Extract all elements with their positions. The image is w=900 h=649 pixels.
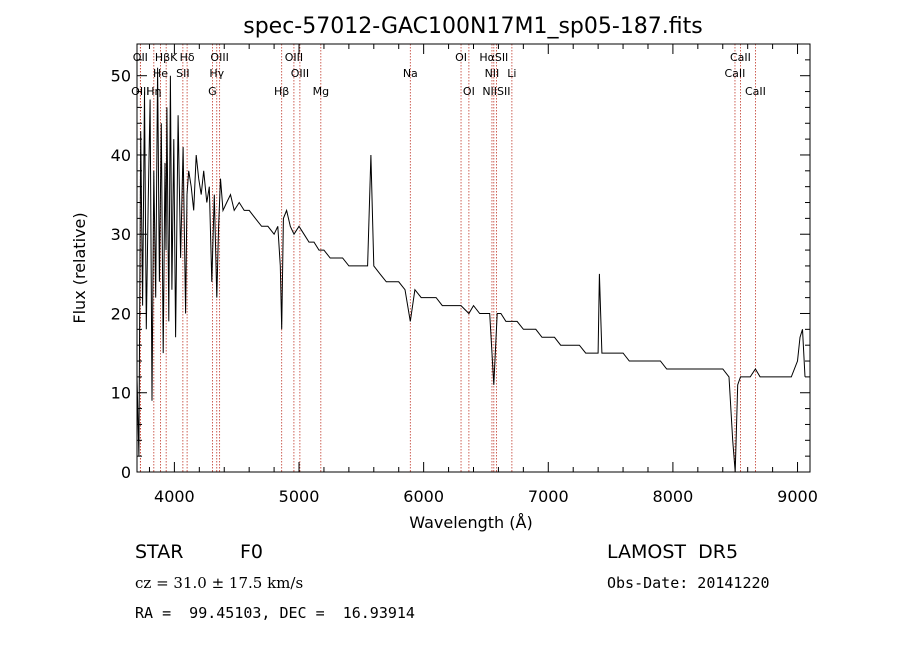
spectral-line-label: OIII bbox=[291, 67, 309, 80]
spectral-line-label: CaII bbox=[725, 67, 746, 80]
x-tick-label: 4000 bbox=[154, 487, 195, 506]
redshift-value: cz = 31.0 ± 17.5 km/s bbox=[135, 574, 304, 592]
spectral-line-label: CaII bbox=[730, 51, 751, 64]
spectral-line-label: NIISII bbox=[482, 85, 510, 98]
spectral-line-label: OII bbox=[133, 51, 148, 64]
spectral-line-label: OI bbox=[455, 51, 467, 64]
x-tick-label: 7000 bbox=[528, 487, 569, 506]
survey-name: LAMOST DR5 bbox=[607, 541, 739, 563]
x-axis-ticks: 4000 5000 6000 7000 8000 9000 bbox=[148, 44, 818, 506]
x-tick-label: 8000 bbox=[653, 487, 694, 506]
spectral-line-label: OIII bbox=[210, 51, 228, 64]
spectral-line-labels: HβK Hδ OIII OIII OI HαSII CaII OII He SII Hγ OIII Na… bbox=[131, 51, 766, 98]
x-tick-label: 9000 bbox=[777, 487, 818, 506]
spectral-line-label: NII bbox=[485, 67, 500, 80]
x-axis-label: Wavelength (Å) bbox=[409, 513, 532, 532]
coordinates: RA = 99.45103, DEC = 16.93914 bbox=[135, 604, 415, 622]
spectral-line-label: CaII bbox=[745, 85, 766, 98]
spectral-line-label: Hγ bbox=[209, 67, 224, 80]
y-tick-label: 0 bbox=[121, 463, 131, 482]
spectral-line-label: OI bbox=[463, 85, 475, 98]
spectral-line-label: SII bbox=[176, 67, 189, 80]
spectral-line-label: Mg bbox=[313, 85, 329, 98]
y-tick-label: 10 bbox=[111, 384, 131, 403]
spectral-line-label: Hβ bbox=[274, 85, 289, 98]
y-tick-label: 20 bbox=[111, 304, 131, 323]
spectrum-series-line bbox=[136, 67, 806, 473]
y-tick-label: 50 bbox=[111, 67, 131, 86]
spectral-line-label: HβK bbox=[155, 51, 178, 64]
spectral-line-label: He bbox=[153, 67, 168, 80]
spectral-line-label: HαSII bbox=[479, 51, 508, 64]
y-tick-label: 40 bbox=[111, 146, 131, 165]
spectral-line-label: Hδ bbox=[180, 51, 195, 64]
spectral-lines bbox=[139, 44, 756, 472]
y-axis-ticks: 0 10 20 30 40 50 bbox=[111, 59, 810, 482]
spectral-line-label: OIII bbox=[285, 51, 303, 64]
x-tick-label: 5000 bbox=[279, 487, 320, 506]
obs-date: Obs-Date: 20141220 bbox=[607, 574, 770, 592]
y-tick-label: 30 bbox=[111, 225, 131, 244]
spectral-line-label: G bbox=[208, 85, 217, 98]
y-axis-label: Flux (relative) bbox=[70, 212, 89, 323]
spectral-line-label: Na bbox=[403, 67, 418, 80]
object-subclass: F0 bbox=[240, 541, 264, 563]
x-tick-label: 6000 bbox=[403, 487, 444, 506]
spectral-line-label: Li bbox=[507, 67, 516, 80]
spectral-line-label: Hη bbox=[146, 85, 161, 98]
chart-title: spec-57012-GAC100N17M1_sp05-187.fits bbox=[243, 14, 703, 39]
plot-frame bbox=[136, 43, 811, 473]
object-class: STAR bbox=[135, 541, 184, 563]
